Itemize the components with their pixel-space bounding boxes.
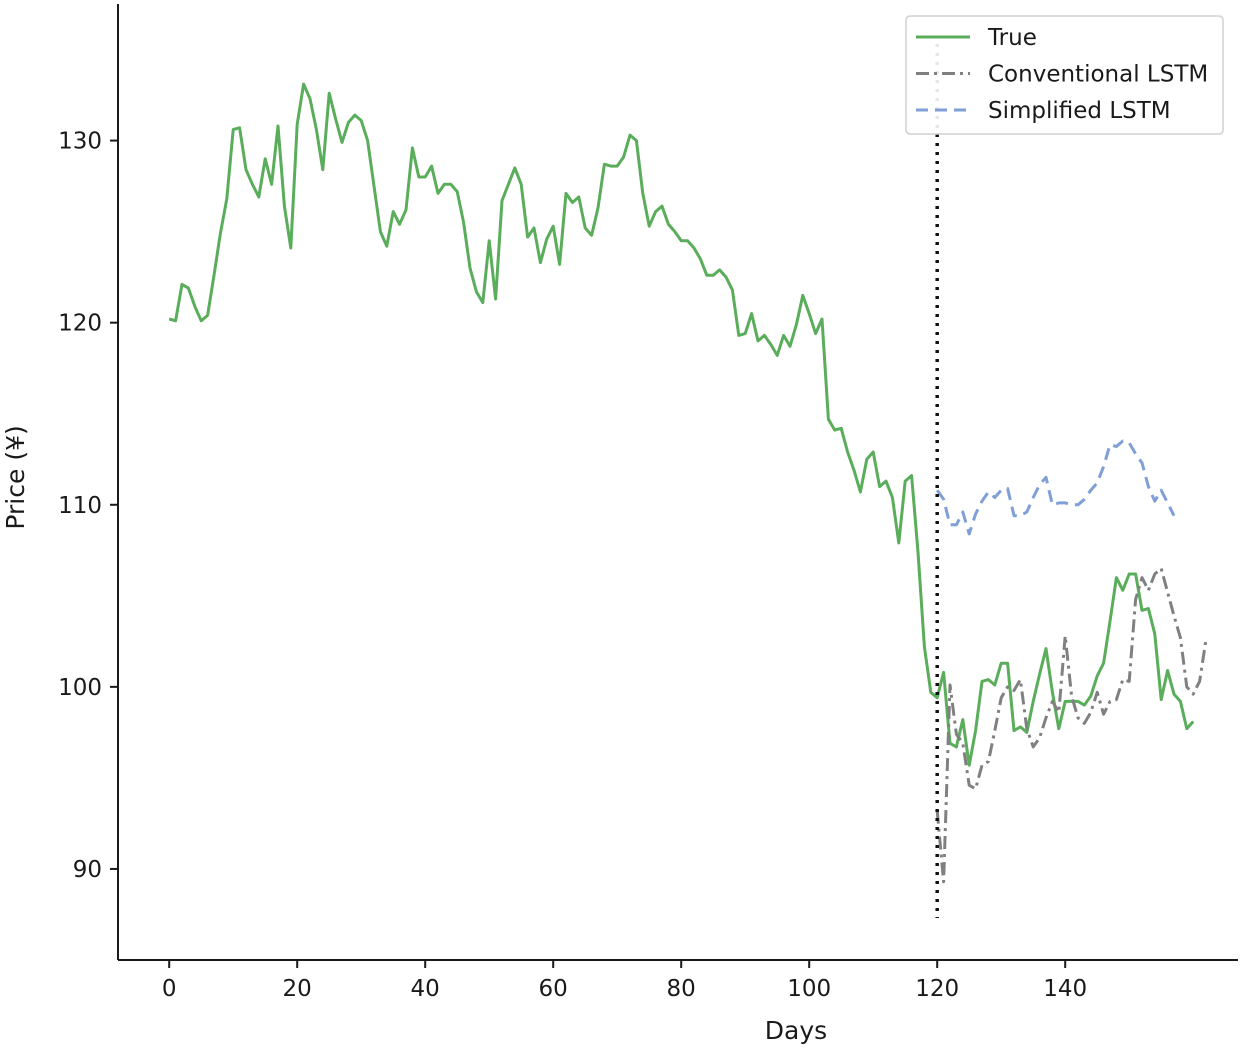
legend-label-1: Conventional LSTM xyxy=(988,62,1208,88)
x-tick-label: 80 xyxy=(667,976,696,1002)
y-tick-label: 100 xyxy=(58,675,102,701)
x-ticks: 0 20 40 60 80 100 120 140 xyxy=(162,960,1087,1002)
legend: True Conventional LSTM Simplified LSTM xyxy=(905,15,1224,135)
x-tick-label: 40 xyxy=(411,976,440,1002)
series-line-0 xyxy=(168,82,1195,767)
x-tick-label: 120 xyxy=(915,976,959,1002)
x-tick-label: 60 xyxy=(539,976,568,1002)
x-axis-title: Days xyxy=(765,1016,827,1045)
y-tick-label: 130 xyxy=(58,129,102,155)
series-line-2 xyxy=(935,439,1176,536)
legend-entries: True Conventional LSTM Simplified LSTM xyxy=(916,25,1208,124)
y-tick-label: 120 xyxy=(58,311,102,337)
legend-label-2: Simplified LSTM xyxy=(988,98,1171,124)
legend-box xyxy=(905,15,1224,135)
y-ticks: 90 100 110 120 130 xyxy=(58,129,118,883)
y-axis-title: Price (¥) xyxy=(1,425,30,529)
plot-lines xyxy=(168,82,1208,884)
x-tick-label: 0 xyxy=(162,976,177,1002)
x-tick-label: 140 xyxy=(1043,976,1087,1002)
legend-label-0: True xyxy=(987,25,1037,51)
y-tick-label: 90 xyxy=(73,857,102,883)
x-tick-label: 100 xyxy=(787,976,831,1002)
axes: 0 20 40 60 80 100 120 140 90 100 110 120 130 xyxy=(58,4,1238,1002)
y-tick-label: 110 xyxy=(58,493,102,519)
x-tick-label: 20 xyxy=(283,976,312,1002)
